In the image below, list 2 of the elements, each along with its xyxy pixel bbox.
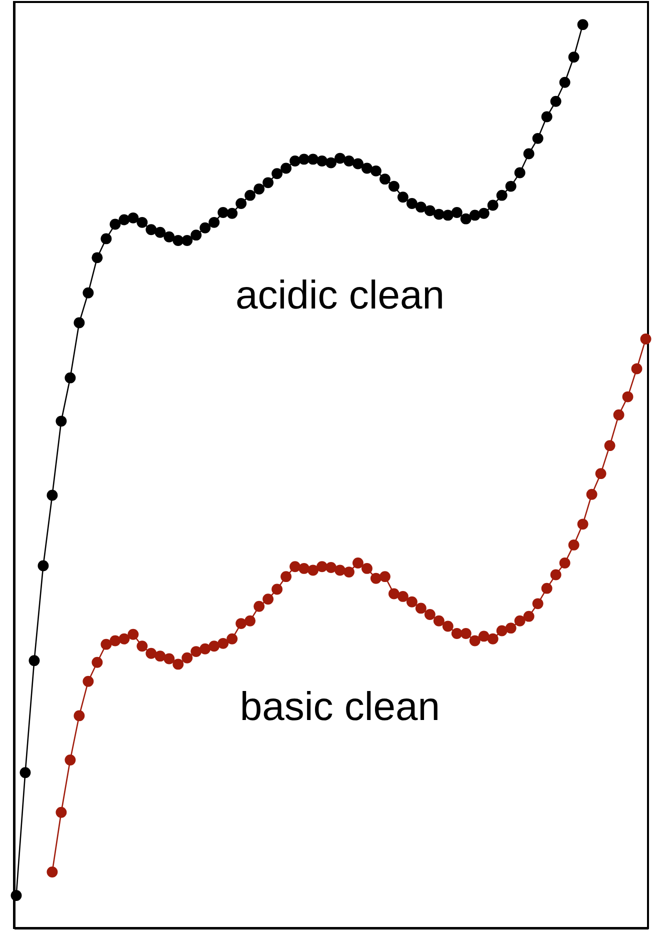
series-label: basic clean	[240, 685, 440, 730]
series-label: acidic clean	[235, 273, 444, 318]
